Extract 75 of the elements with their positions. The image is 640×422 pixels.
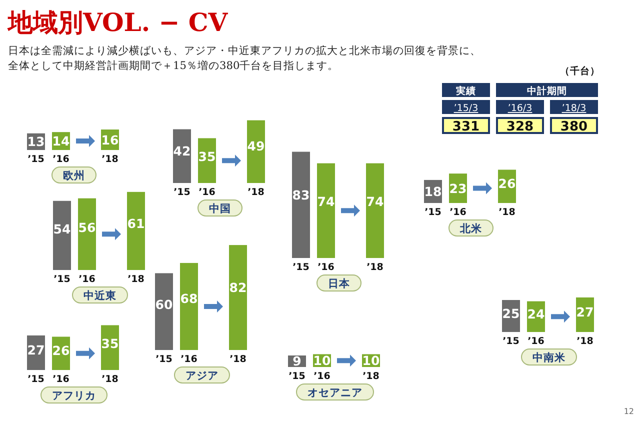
x-tick-label: ’16 — [450, 207, 467, 218]
data-label: 54 — [53, 222, 71, 237]
text: 日本は全需減により減少横ばいも、アジア・中近東アフリカの拡大と北米市場の回復を背景に、全体として中期経営計画期間で＋15％増の380千台を目指します。 — [8, 44, 482, 74]
x-tick-label: ’16 — [52, 374, 70, 385]
x-tick-label: ’15 — [288, 371, 306, 382]
text: 欧州 — [63, 169, 85, 182]
data-label: 35 — [101, 336, 119, 352]
x-tick-label: ’15 — [156, 354, 172, 365]
x-tick-label: ’16 — [78, 274, 96, 285]
x-tick-label: ’16 — [198, 187, 216, 198]
x-tick-label: ’15 — [28, 154, 44, 165]
x-tick-label: ’18 — [576, 336, 594, 347]
text: アフリカ — [52, 390, 96, 402]
x-tick-label: ’18 — [128, 274, 145, 285]
data-label: 10 — [362, 353, 380, 368]
x-tick-label: ’16 — [318, 262, 335, 273]
data-label: 74 — [317, 194, 335, 210]
x-tick-label: ’18 — [248, 187, 265, 198]
text: オセアニア — [308, 387, 362, 399]
data-label: 82 — [229, 280, 247, 296]
data-label: 49 — [247, 138, 265, 154]
category-label: ’16/3 — [508, 103, 532, 114]
data-label: 56 — [78, 220, 96, 235]
data-label: 9 — [292, 354, 302, 369]
x-tick-label: ’18 — [498, 207, 516, 218]
x-tick-label: ’16 — [52, 154, 70, 165]
text: 実績 — [455, 85, 476, 97]
category-label: ’18/3 — [562, 103, 586, 114]
text: 中計期間 — [527, 85, 567, 97]
x-tick-label: ’18 — [366, 262, 384, 273]
text: 12 — [624, 407, 634, 417]
data-label: 23 — [449, 180, 467, 196]
x-tick-label: ’18 — [230, 354, 247, 365]
data-label: 35 — [198, 149, 216, 164]
text: 中国 — [209, 202, 231, 215]
data-label: 74 — [366, 194, 384, 210]
data-label: 18 — [424, 184, 442, 199]
data-label: 27 — [27, 342, 45, 358]
x-tick-label: ’16 — [180, 354, 198, 365]
data-label: 13 — [27, 134, 45, 150]
text: （千台） — [560, 65, 600, 77]
text: 地域別VOL. − CV — [8, 7, 228, 39]
data-label: 10 — [313, 353, 331, 368]
x-tick-label: ’15 — [424, 207, 442, 218]
data-label: 25 — [502, 306, 520, 321]
data-label: 331 — [452, 120, 480, 134]
data-label: 26 — [498, 176, 516, 192]
text: アジア — [186, 370, 218, 382]
data-label: 68 — [180, 290, 198, 306]
x-tick-label: ’16 — [314, 371, 331, 382]
data-label: 14 — [52, 134, 70, 149]
x-tick-label: ’15 — [292, 262, 310, 273]
data-label: 42 — [173, 144, 191, 159]
data-label: 60 — [155, 296, 173, 312]
x-tick-label: ’18 — [102, 374, 119, 385]
text: 中南米 — [532, 351, 566, 364]
data-label: 380 — [560, 120, 588, 134]
x-tick-label: ’18 — [362, 371, 380, 382]
category-label: ’15/3 — [454, 103, 478, 114]
data-label: 328 — [506, 120, 534, 134]
text: 日本 — [328, 277, 351, 290]
data-label: 27 — [576, 304, 594, 320]
text: 北米 — [459, 222, 483, 235]
data-label: 61 — [127, 216, 145, 232]
data-label: 24 — [527, 306, 545, 322]
text: 中近東 — [84, 289, 118, 302]
data-label: 16 — [101, 132, 119, 148]
data-label: 26 — [52, 343, 70, 358]
x-tick-label: ’15 — [54, 274, 70, 285]
x-tick-label: ’18 — [102, 154, 119, 165]
data-label: 83 — [292, 187, 310, 202]
x-tick-label: ’16 — [528, 336, 545, 347]
x-tick-label: ’15 — [28, 374, 44, 385]
x-tick-label: ’15 — [174, 187, 190, 198]
x-tick-label: ’15 — [502, 336, 520, 347]
